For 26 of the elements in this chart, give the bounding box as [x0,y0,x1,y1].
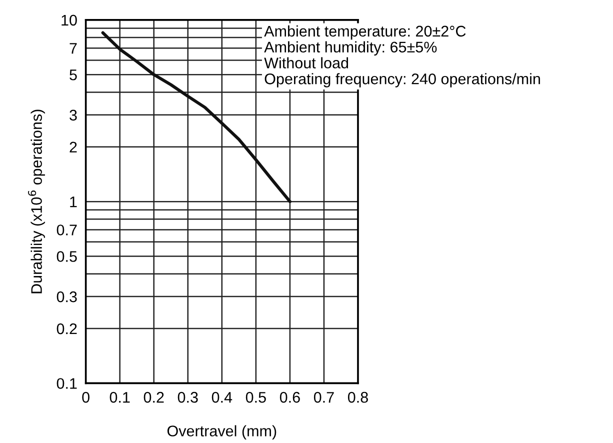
y-tick-label: 5 [70,70,77,80]
y-tick-label: 0.5 [56,251,77,262]
x-tick-label: 0.8 [348,392,368,403]
y-tick-label: 0.7 [56,224,77,236]
x-tick-label: 0 [82,392,90,403]
y-tick-label: 1 [70,196,77,208]
annotation: Operating frequency: 240 operations/min [264,73,540,88]
x-tick-label: 0.4 [212,392,232,403]
y-tick-label: 10 [62,14,77,26]
annotation: Without load [264,57,348,68]
x-tick-label: 0.2 [144,392,164,403]
annotation: Ambient temperature: 20±2°C [264,25,466,40]
y-tick-label: 0.3 [56,291,77,302]
y-tick-label: 2 [70,142,77,152]
y-axis-title: Durability (x10$^{6}$ operations) [28,110,45,294]
x-tick-label: 0.5 [246,392,266,403]
y-tick-label: 3 [70,110,77,121]
x-tick-label: 0.3 [178,392,198,403]
y-tick-label: 0.2 [56,323,77,334]
x-tick-label: 0.1 [110,392,130,403]
x-axis-title: Overtravel (mm) [167,425,276,440]
x-tick-label: 0.7 [314,392,334,403]
y-tick-label: 0.1 [56,378,77,389]
y-tick-label: 7 [70,43,77,54]
annotation: Ambient humidity: 65±5% [264,41,437,56]
x-tick-label: 0.6 [280,392,300,403]
